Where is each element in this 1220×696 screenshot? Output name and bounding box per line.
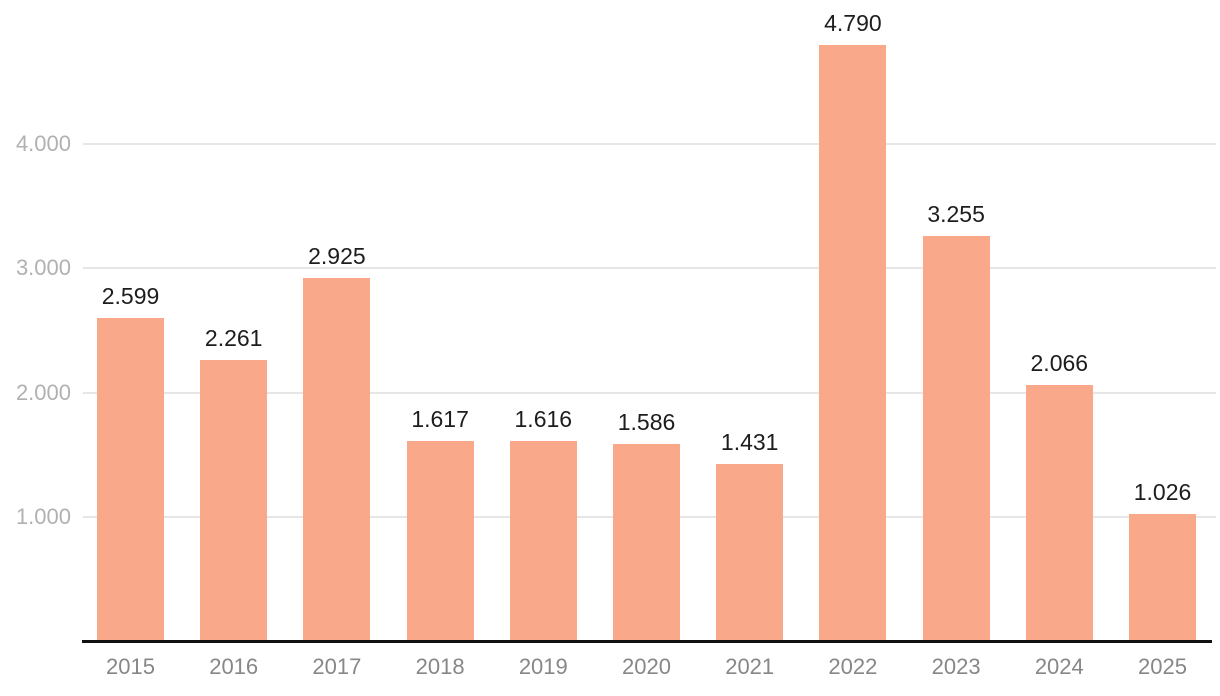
- x-tick-label: 2022: [828, 654, 878, 679]
- y-tick-label: 1.000: [15, 504, 71, 530]
- bar: [1025, 384, 1093, 642]
- y-tick-label: 4.000: [15, 130, 71, 156]
- bar-value-label: 1.616: [514, 405, 573, 432]
- y-tick-label: 2.000: [15, 379, 71, 405]
- bar-value-label: 4.790: [824, 10, 882, 37]
- x-tick-label: 2016: [209, 654, 259, 679]
- bar-value-label: 2.066: [1030, 349, 1089, 376]
- gridline: [83, 142, 1216, 145]
- x-tick-label: 2018: [415, 654, 465, 679]
- bar: [922, 236, 990, 642]
- x-axis-line: [82, 640, 1212, 643]
- bar: [613, 444, 680, 642]
- x-tick-label: 2017: [312, 654, 362, 679]
- bar: [819, 45, 887, 642]
- bar: [1129, 514, 1196, 642]
- x-tick-label: 2015: [106, 654, 155, 679]
- y-tick-label: 3.000: [15, 255, 71, 281]
- x-tick-label: 2020: [622, 654, 671, 679]
- bar-value-label: 2.599: [101, 283, 160, 310]
- bar-value-label: 1.026: [1133, 479, 1192, 506]
- gridline: [83, 267, 1216, 270]
- bar-value-label: 2.261: [204, 325, 263, 352]
- x-tick-label: 2024: [1034, 654, 1084, 679]
- bar: [303, 277, 371, 642]
- bar: [509, 440, 577, 642]
- bar: [97, 318, 164, 642]
- x-tick-label: 2021: [725, 654, 775, 679]
- x-tick-label: 2025: [1138, 654, 1187, 679]
- bar-value-label: 1.617: [411, 405, 469, 432]
- bar-value-label: 2.925: [308, 242, 366, 269]
- bar: [200, 360, 268, 642]
- bar-value-label: 3.255: [927, 201, 985, 228]
- bar-value-label: 1.586: [617, 409, 676, 436]
- gridline: [83, 391, 1216, 394]
- bar: [716, 463, 784, 642]
- x-tick-label: 2019: [518, 654, 568, 679]
- x-tick-label: 2023: [931, 654, 981, 679]
- bar-value-label: 1.431: [720, 428, 779, 455]
- bar: [406, 440, 474, 642]
